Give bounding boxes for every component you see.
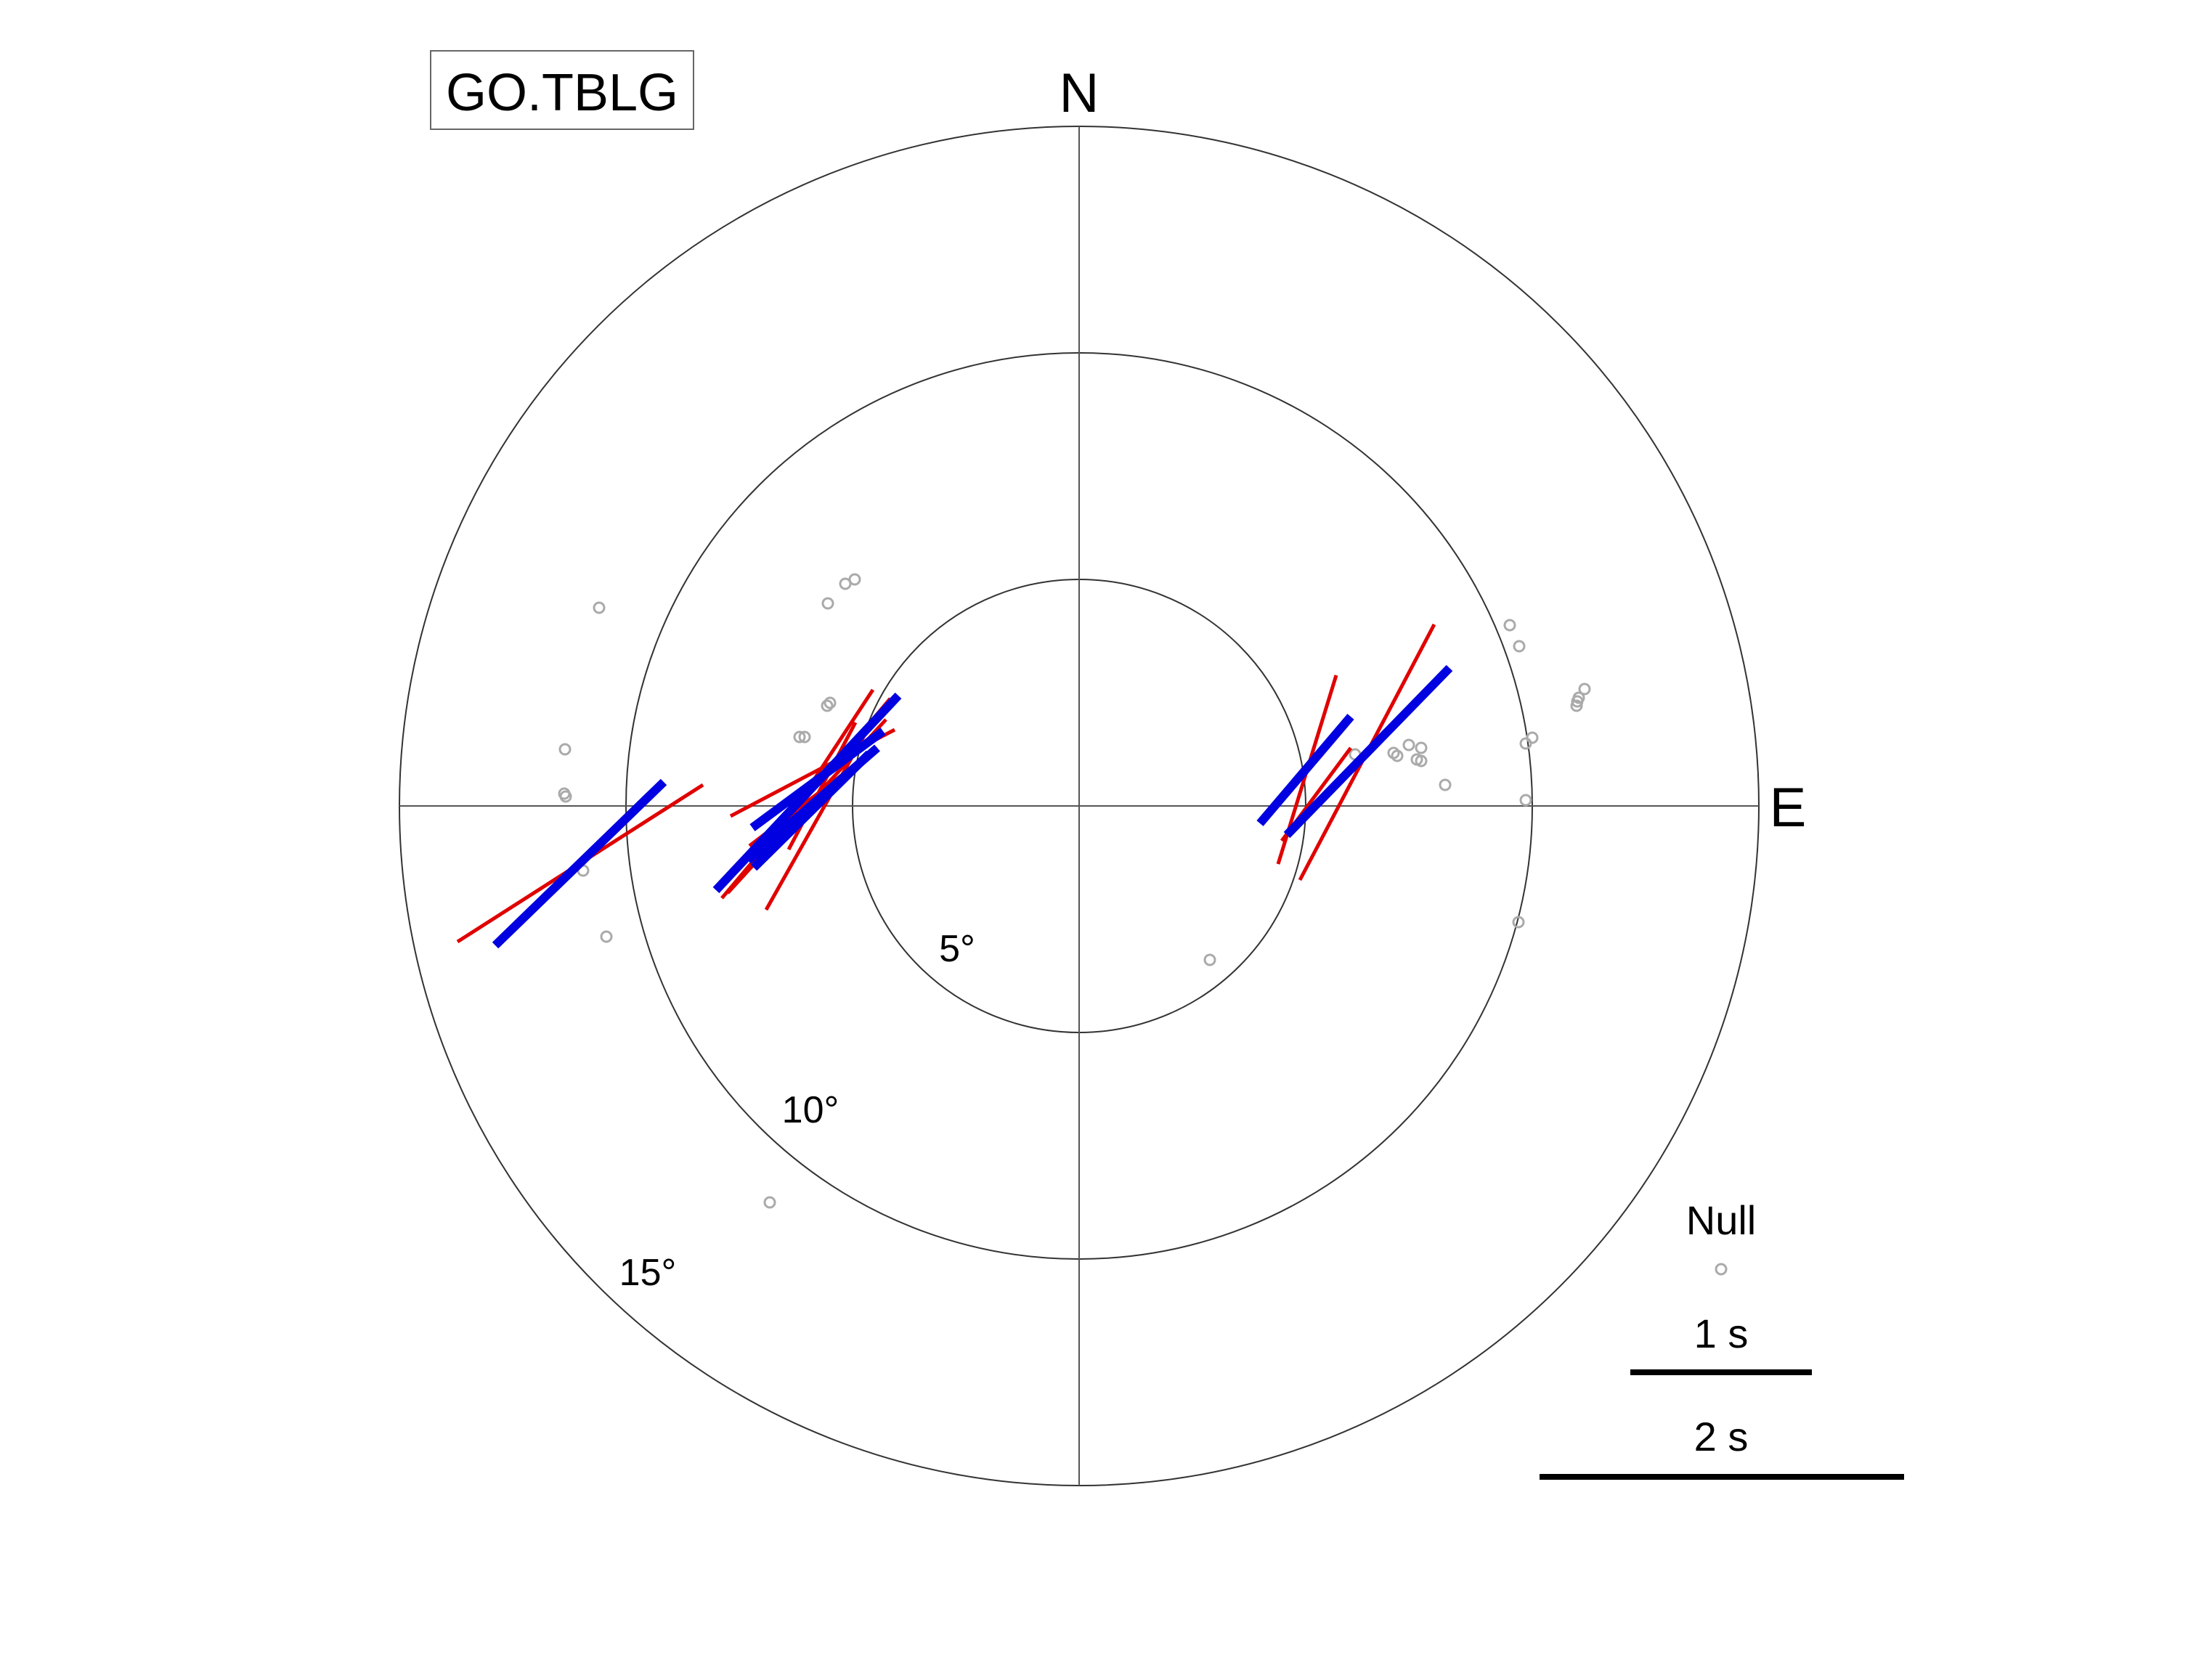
null-marker (1519, 794, 1532, 807)
station-label-box: GO.TBLG (430, 50, 694, 130)
mean-split-bar (712, 692, 902, 894)
null-marker (1415, 741, 1428, 754)
east-label: E (1770, 777, 1807, 839)
null-measurements (558, 573, 1591, 1209)
station-label: GO.TBLG (446, 64, 678, 122)
legend-scale-2-label: 2 s (1694, 1414, 1749, 1459)
ring-label-5: 5° (939, 928, 975, 970)
null-marker (1402, 738, 1415, 751)
legend-scale-1-label: 1 s (1694, 1311, 1749, 1356)
null-marker (1572, 691, 1585, 704)
null-marker (1513, 640, 1526, 653)
null-marker (821, 699, 834, 712)
null-marker (593, 601, 606, 614)
mean-split-bar (492, 778, 667, 949)
null-marker (1503, 619, 1516, 632)
null-marker (1526, 731, 1539, 744)
ring-label-10: 10° (782, 1089, 839, 1131)
legend-null-marker (1715, 1263, 1728, 1276)
legend: Null 1 s 2 s (1540, 1197, 1904, 1480)
null-marker (558, 743, 572, 756)
null-marker (1415, 754, 1428, 767)
mean-splits (492, 664, 1453, 949)
null-marker (1203, 953, 1216, 966)
null-marker (848, 573, 861, 586)
null-marker (1439, 778, 1452, 791)
null-marker (821, 597, 834, 610)
mean-split-bar (1283, 664, 1453, 839)
mean-split-bar (749, 728, 886, 831)
null-marker (793, 730, 806, 744)
north-label: N (1060, 62, 1099, 124)
null-marker (798, 730, 811, 744)
null-marker (600, 930, 613, 943)
legend-null-label: Null (1686, 1197, 1756, 1243)
ring-label-15: 15° (619, 1252, 677, 1294)
null-marker (1391, 749, 1404, 762)
null-marker (763, 1196, 776, 1209)
mean-split-bar (1256, 714, 1354, 826)
null-marker (1512, 916, 1525, 929)
null-marker (559, 790, 572, 803)
mean-split-bar (750, 750, 873, 871)
null-marker (1578, 683, 1591, 696)
null-marker (1519, 737, 1532, 750)
null-marker (824, 696, 837, 709)
crosshair (399, 126, 1759, 1486)
